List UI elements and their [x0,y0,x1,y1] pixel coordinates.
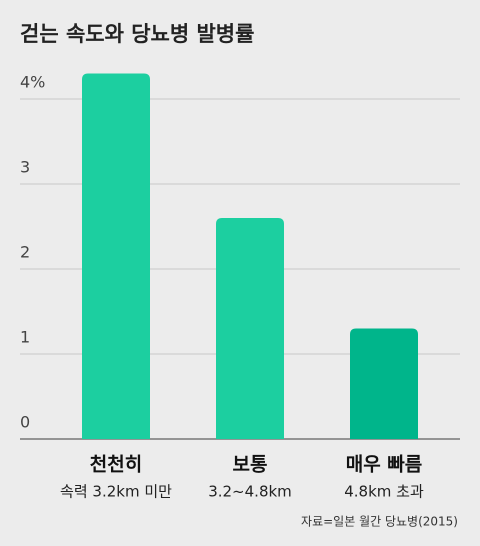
x-tick-sublabel: 4.8km 초과 [344,483,424,501]
source: 자료=일본 월간 당뇨병(2015) [301,515,458,529]
x-tick-label: 천천히 [90,454,142,476]
y-tick-label: 0 [20,413,30,432]
x-tick-sublabel: 속력 3.2km 미만 [60,483,172,501]
x-tick-label: 보통 [233,454,268,476]
x-tick-sublabel: 3.2~4.8km [208,483,292,501]
y-tick-label: 1 [20,328,30,347]
chart-title: 걷는 속도와 당뇨병 발병률 [20,22,254,46]
y-tick-label: 2 [20,243,30,262]
x-tick-label: 매우 빠름 [346,454,423,476]
bar [350,328,418,439]
y-tick-label: 4% [20,73,45,92]
y-tick-label: 3 [20,158,30,177]
bar [82,73,150,439]
bar [216,218,284,439]
